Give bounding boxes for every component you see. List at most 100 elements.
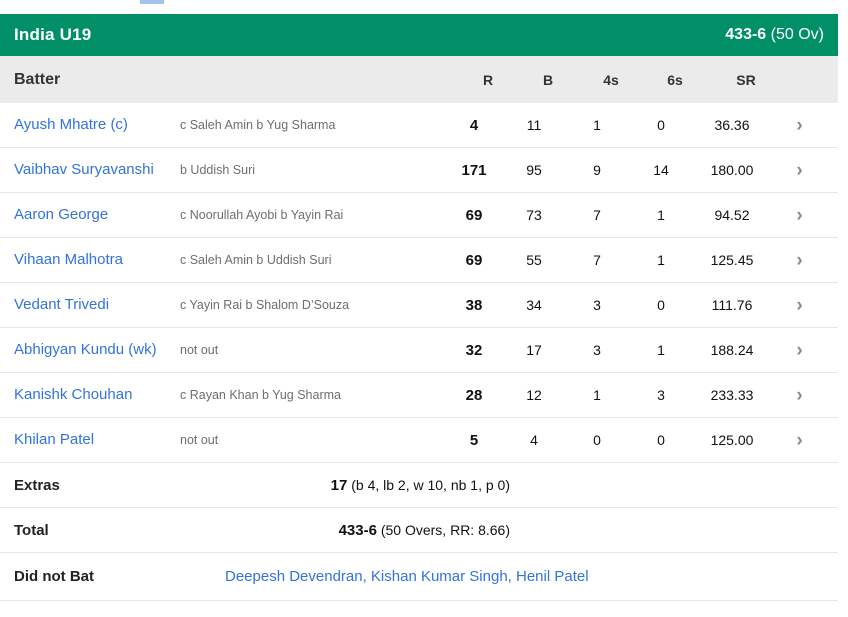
player-name-link[interactable]: Khilan Patel bbox=[14, 431, 95, 448]
table-row[interactable]: Khilan Patel not out 5 4 0 0 125.00 › bbox=[0, 418, 838, 463]
chevron-right-icon[interactable]: › bbox=[796, 429, 803, 451]
chevron-right-icon[interactable]: › bbox=[796, 339, 803, 361]
dismissal-label: b Uddish Suri bbox=[180, 163, 256, 177]
table-row[interactable]: Abhigyan Kundu (wk) not out 32 17 3 1 188.24 › bbox=[0, 328, 838, 373]
batter-name-cell: Khilan Patel bbox=[0, 431, 180, 449]
batter-name-cell: Abhigyan Kundu (wk) bbox=[0, 341, 180, 359]
team-score-overs: (50 Ov) bbox=[770, 26, 824, 43]
did-not-bat-row: Did not Bat Deepesh Devendran, Kishan Ku… bbox=[0, 553, 838, 601]
extras-total: 17 bbox=[330, 476, 348, 494]
strike-rate-value: 125.00 bbox=[710, 432, 754, 448]
table-row[interactable]: Vaibhav Suryavanshi b Uddish Suri 171 95 9 14… bbox=[0, 148, 838, 193]
fours-value: 9 bbox=[593, 162, 601, 178]
team-score-runs: 433-6 bbox=[725, 26, 767, 43]
chevron-right-icon[interactable]: › bbox=[796, 294, 803, 316]
batter-name-cell: Vihaan Malhotra bbox=[0, 251, 180, 269]
did-not-bat-players[interactable]: Deepesh Devendran, Kishan Kumar Singh, H… bbox=[225, 568, 589, 585]
total-breakdown: (50 Overs, RR: 8.66) bbox=[380, 521, 510, 538]
sixes-value: 3 bbox=[657, 387, 665, 403]
dismissal-label: c Saleh Amin b Uddish Suri bbox=[180, 253, 332, 267]
innings-scorecard-card: India U19 433-6 (50 Ov) Batter R B 4s 6s… bbox=[0, 14, 838, 601]
chevron-right-icon[interactable]: › bbox=[796, 249, 803, 271]
dismissal-label: c Saleh Amin b Yug Sharma bbox=[180, 118, 336, 132]
column-header-runs: R bbox=[482, 71, 494, 88]
player-name-link[interactable]: Ayush Mhatre (c) bbox=[14, 116, 128, 133]
team-score: 433-6 (50 Ov) bbox=[725, 26, 824, 44]
table-row[interactable]: Kanishk Chouhan c Rayan Khan b Yug Sharma… bbox=[0, 373, 838, 418]
column-header-sixes: 6s bbox=[667, 71, 683, 88]
fours-value: 7 bbox=[593, 207, 601, 223]
batter-name-cell: Kanishk Chouhan bbox=[0, 386, 180, 404]
player-name-link[interactable]: Abhigyan Kundu (wk) bbox=[14, 341, 157, 358]
batter-name-cell: Vedant Trivedi bbox=[0, 296, 180, 314]
fours-value: 3 bbox=[593, 342, 601, 358]
table-row[interactable]: Vedant Trivedi c Yayin Rai b Shalom D’Sou… bbox=[0, 283, 838, 328]
extras-breakdown: (b 4, lb 2, w 10, nb 1, p 0) bbox=[351, 476, 510, 493]
balls-value: 11 bbox=[526, 117, 542, 133]
player-name-link[interactable]: Vedant Trivedi bbox=[14, 296, 110, 313]
dismissal-text: c Yayin Rai b Shalom D’Souza bbox=[180, 296, 445, 314]
dismissal-text: c Saleh Amin b Yug Sharma bbox=[180, 116, 445, 134]
sixes-value: 0 bbox=[657, 117, 665, 133]
strike-rate-value: 94.52 bbox=[714, 207, 750, 223]
team-header-bar: India U19 433-6 (50 Ov) bbox=[0, 14, 838, 56]
table-row[interactable]: Aaron George c Noorullah Ayobi b Yayin Ra… bbox=[0, 193, 838, 238]
dismissal-text: c Saleh Amin b Uddish Suri bbox=[180, 251, 445, 269]
chevron-right-icon[interactable]: › bbox=[796, 384, 803, 406]
player-name-link[interactable]: Vihaan Malhotra bbox=[14, 251, 123, 268]
dismissal-text: not out bbox=[180, 431, 445, 449]
runs-value: 69 bbox=[465, 251, 483, 269]
player-name-link[interactable]: Aaron George bbox=[14, 206, 109, 223]
strike-rate-value: 188.24 bbox=[710, 342, 754, 358]
strike-rate-value: 180.00 bbox=[710, 162, 754, 178]
runs-value: 171 bbox=[461, 161, 487, 179]
batter-rows-container: Ayush Mhatre (c) c Saleh Amin b Yug Sharm… bbox=[0, 103, 838, 463]
player-name-link[interactable]: Kanishk Chouhan bbox=[14, 386, 133, 403]
sixes-value: 0 bbox=[657, 432, 665, 448]
top-clipped-text-artifact bbox=[140, 0, 164, 4]
sixes-value: 1 bbox=[657, 342, 665, 358]
player-name-link[interactable]: Vaibhav Suryavanshi bbox=[14, 161, 154, 178]
table-row[interactable]: Vihaan Malhotra c Saleh Amin b Uddish Sur… bbox=[0, 238, 838, 283]
did-not-bat-label: Did not Bat bbox=[14, 568, 94, 585]
dismissal-text: not out bbox=[180, 341, 445, 359]
total-row: Total 433-6 (50 Overs, RR: 8.66) bbox=[0, 508, 838, 553]
dismissal-label: c Rayan Khan b Yug Sharma bbox=[180, 388, 341, 402]
sixes-value: 1 bbox=[657, 207, 665, 223]
sixes-value: 14 bbox=[653, 162, 669, 178]
chevron-right-icon[interactable]: › bbox=[796, 204, 803, 226]
balls-value: 17 bbox=[526, 342, 542, 358]
column-header-strike-rate: SR bbox=[736, 71, 756, 88]
column-header-fours: 4s bbox=[603, 71, 619, 88]
runs-value: 32 bbox=[465, 341, 483, 359]
batter-name-cell: Vaibhav Suryavanshi bbox=[0, 161, 180, 179]
extras-label: Extras bbox=[14, 476, 60, 494]
column-header-balls: B bbox=[542, 71, 554, 88]
runs-value: 69 bbox=[465, 206, 483, 224]
balls-value: 95 bbox=[526, 162, 542, 178]
balls-value: 4 bbox=[530, 432, 538, 448]
runs-value: 5 bbox=[469, 431, 479, 449]
strike-rate-value: 125.45 bbox=[710, 252, 754, 268]
strike-rate-value: 111.76 bbox=[711, 297, 753, 313]
chevron-right-icon[interactable]: › bbox=[796, 114, 803, 136]
sixes-value: 1 bbox=[657, 252, 665, 268]
chevron-right-icon[interactable]: › bbox=[796, 159, 803, 181]
batter-name-cell: Aaron George bbox=[0, 206, 180, 224]
total-value: 433-6 (50 Overs, RR: 8.66) bbox=[180, 522, 510, 539]
dismissal-label: c Noorullah Ayobi b Yayin Rai bbox=[180, 208, 344, 222]
dismissal-text: b Uddish Suri bbox=[180, 161, 445, 179]
column-header-row: Batter R B 4s 6s SR bbox=[0, 56, 838, 103]
dismissal-label: c Yayin Rai b Shalom D’Souza bbox=[180, 298, 350, 312]
balls-value: 34 bbox=[526, 297, 542, 313]
total-score: 433-6 bbox=[338, 521, 377, 539]
fours-value: 1 bbox=[593, 387, 601, 403]
total-label: Total bbox=[14, 521, 49, 539]
extras-row: Extras 17 (b 4, lb 2, w 10, nb 1, p 0) bbox=[0, 463, 838, 508]
table-row[interactable]: Ayush Mhatre (c) c Saleh Amin b Yug Sharm… bbox=[0, 103, 838, 148]
fours-value: 7 bbox=[593, 252, 601, 268]
strike-rate-value: 36.36 bbox=[714, 117, 750, 133]
dismissal-text: c Rayan Khan b Yug Sharma bbox=[180, 386, 445, 404]
dismissal-label: not out bbox=[180, 433, 219, 447]
